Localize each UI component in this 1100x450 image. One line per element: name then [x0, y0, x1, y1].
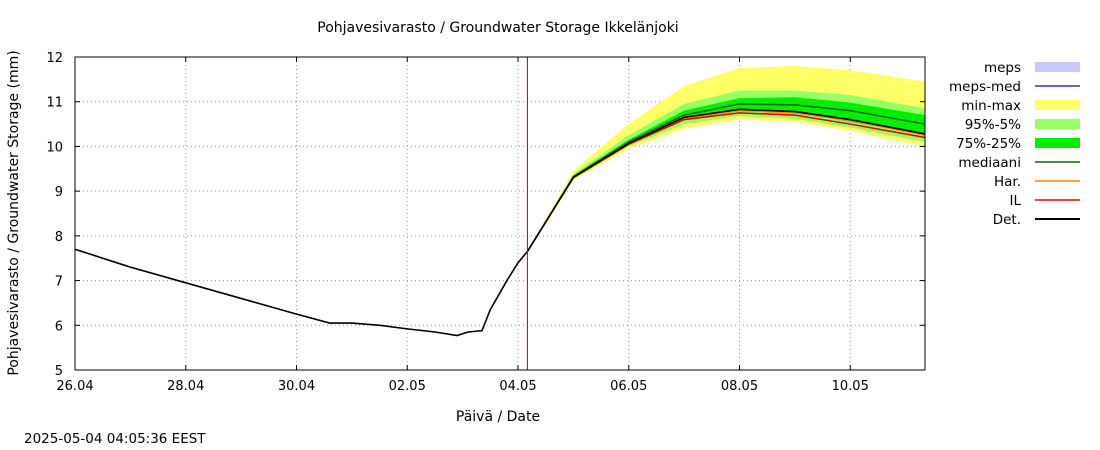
- observed-line: [74, 248, 529, 337]
- x-tick-label: 10.05: [832, 379, 869, 394]
- x-axis-label: Päivä / Date: [456, 409, 540, 425]
- y-tick-label: 6: [55, 319, 63, 334]
- legend-label: meps-med: [949, 79, 1021, 95]
- y-tick-label: 8: [55, 230, 63, 245]
- x-tick-label: 26.04: [56, 379, 93, 394]
- y-tick-label: 7: [55, 275, 63, 290]
- legend-label: 75%-25%: [956, 136, 1021, 152]
- y-tick-label: 11: [46, 96, 63, 111]
- band-75-25-: [527, 97, 925, 252]
- series-line-det: [526, 108, 926, 252]
- x-tick-label: 04.05: [499, 379, 536, 394]
- legend-label: 95%-5%: [965, 117, 1021, 133]
- legend-swatch-95-5-: [1035, 119, 1080, 129]
- x-tick-label: 06.05: [610, 379, 647, 394]
- plot-frame: [74, 56, 926, 371]
- y-tick-label: 10: [46, 140, 63, 155]
- y-axis-label: Pohjavesivarasto / Groundwater Storage (…: [6, 50, 22, 375]
- legend-swatch-min-max: [1035, 100, 1080, 110]
- chart-title: Pohjavesivarasto / Groundwater Storage I…: [317, 20, 678, 36]
- timestamp: 2025-05-04 04:05:36 EEST: [24, 431, 206, 447]
- legend-label: Det.: [993, 212, 1021, 228]
- legend-swatch-meps: [1035, 62, 1080, 72]
- legend-label: min-max: [961, 98, 1021, 114]
- legend-label: IL: [1009, 193, 1021, 209]
- x-tick-label: 08.05: [721, 379, 758, 394]
- x-tick-label: 02.05: [389, 379, 426, 394]
- legend-label: mediaani: [958, 155, 1021, 171]
- band-95-5-: [527, 90, 925, 252]
- legend: meps meps-med min-max 95%-5% 75%-25% mediaani…: [949, 60, 1080, 228]
- legend-label: Har.: [994, 174, 1021, 190]
- x-tick-label: 28.04: [167, 379, 204, 394]
- legend-swatch-75-25-: [1035, 138, 1080, 148]
- y-tick-label: 12: [46, 51, 63, 66]
- y-tick-label: 9: [55, 185, 63, 200]
- plot-area: 26.04 28.04 30.04 02.05 04.05 06.05 08.05 10.05…: [46, 51, 926, 394]
- y-tick-label: 5: [55, 364, 63, 379]
- x-tick-label: 30.04: [278, 379, 315, 394]
- legend-label: meps: [984, 60, 1021, 76]
